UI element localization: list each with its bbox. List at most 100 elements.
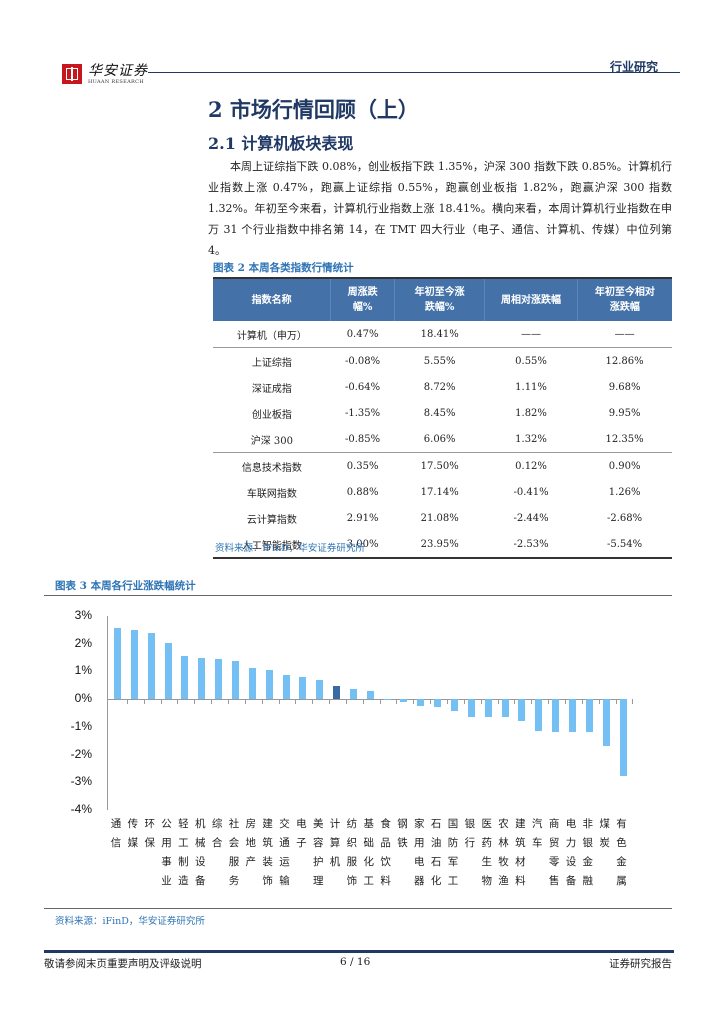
page-number: 6 / 16 bbox=[340, 956, 371, 968]
value-cell: -2.68% bbox=[607, 512, 643, 524]
body-paragraph: 本周上证综指下跌 0.08%，创业板指下跌 1.35%，沪深 300 指数下跌 … bbox=[208, 160, 672, 257]
logo-subtext: HUAAN RESEARCH bbox=[88, 79, 144, 85]
x-tick bbox=[227, 699, 229, 705]
page-header: 华安证券 HUAAN RESEARCH 行业研究 bbox=[44, 58, 680, 92]
x-category-label: 商贸零售 bbox=[548, 818, 560, 887]
x-tick bbox=[362, 699, 364, 705]
x-category-label: 纺织服饰 bbox=[346, 818, 358, 887]
x-category-label: 非银金融 bbox=[582, 818, 594, 887]
bar-传媒 bbox=[130, 629, 138, 700]
x-category-label: 公用事业 bbox=[161, 818, 172, 887]
x-tick bbox=[463, 699, 465, 705]
x-category-label: 轻工制造 bbox=[178, 818, 189, 887]
x-tick bbox=[295, 699, 297, 705]
index-name-cell: 计算机（申万） bbox=[213, 321, 331, 348]
index-name-cell: 车联网指数 bbox=[246, 488, 297, 500]
y-tick-label: -4% bbox=[70, 801, 92, 816]
index-name-cell: 上证综指 bbox=[251, 357, 292, 369]
bar-钢铁 bbox=[400, 699, 408, 702]
value-cell: 0.55% bbox=[515, 355, 547, 367]
x-tick bbox=[413, 699, 415, 705]
x-category-label: 钢铁 bbox=[397, 818, 408, 849]
x-category-label: 有色金属 bbox=[616, 818, 627, 887]
x-category-label: 电力设备 bbox=[565, 818, 577, 887]
value-cell: -1.35% bbox=[345, 407, 381, 419]
bar-房地产 bbox=[248, 667, 256, 700]
x-category-label: 环保 bbox=[144, 818, 155, 849]
bar-社会服务 bbox=[231, 660, 239, 700]
x-category-label: 医药生物 bbox=[481, 818, 492, 887]
x-category-label: 电子 bbox=[296, 818, 307, 849]
x-tick bbox=[632, 699, 634, 705]
y-tick-label: 0% bbox=[74, 691, 92, 706]
bar-医药生物 bbox=[484, 699, 492, 718]
y-tick-label: -1% bbox=[70, 718, 92, 733]
bar-轻工制造 bbox=[181, 655, 189, 700]
x-tick bbox=[531, 699, 533, 705]
table-row: 云计算指数 2.91% 21.08% -2.44% -2.68% bbox=[213, 505, 672, 531]
x-category-label: 家用电器 bbox=[414, 818, 425, 887]
value-cell: 6.06% bbox=[394, 426, 485, 453]
y-tick-label: -2% bbox=[70, 746, 92, 761]
x-tick bbox=[564, 699, 566, 705]
table-header-cell: 周涨跌 幅% bbox=[330, 278, 395, 321]
x-tick bbox=[160, 699, 162, 705]
value-cell: —— bbox=[577, 321, 672, 348]
value-cell: 0.88% bbox=[346, 486, 379, 498]
value-cell: -0.41% bbox=[513, 486, 549, 498]
table-row: 创业板指 -1.35% 8.45% 1.82% 9.95% bbox=[213, 400, 672, 426]
x-tick bbox=[480, 699, 482, 705]
index-table: 指数名称 周涨跌 幅% 年初至今涨 跌幅% 周相对涨跌幅 年初至今相对 涨跌幅 计算机（申万）… bbox=[213, 277, 672, 559]
value-cell: 8.72% bbox=[423, 381, 456, 393]
bar-综合 bbox=[215, 659, 223, 700]
footer-report-type: 证券研究报告 bbox=[609, 958, 672, 970]
index-name-cell: 深证成指 bbox=[251, 383, 292, 395]
value-cell: 5.55% bbox=[423, 355, 456, 367]
bar-基础化工 bbox=[366, 691, 374, 700]
x-axis bbox=[107, 699, 627, 701]
value-cell: -0.08% bbox=[345, 355, 381, 367]
value-cell: 18.41% bbox=[394, 321, 485, 348]
value-cell: 1.26% bbox=[608, 486, 641, 498]
bar-农林牧渔 bbox=[501, 699, 509, 718]
figure-top-divider bbox=[44, 595, 672, 596]
table-header-cell: 年初至今涨 跌幅% bbox=[394, 278, 486, 321]
figure-caption: 图表 3 本周各行业涨跌幅统计 bbox=[55, 580, 196, 592]
subsection-title: 2.1 计算机板块表现 bbox=[208, 134, 354, 153]
x-tick bbox=[177, 699, 179, 705]
value-cell: 3.00% bbox=[330, 531, 395, 559]
table-header-cell: 指数名称 bbox=[213, 278, 332, 321]
value-cell: 17.14% bbox=[420, 486, 459, 498]
x-tick bbox=[194, 699, 196, 705]
logo-text: 华安证券 bbox=[88, 63, 148, 79]
bar-家用电器 bbox=[417, 699, 425, 707]
value-cell: 23.95% bbox=[394, 531, 485, 559]
value-cell: -2.53% bbox=[484, 531, 578, 559]
value-cell: -5.54% bbox=[577, 531, 672, 559]
header-divider bbox=[148, 72, 680, 73]
x-category-label: 基础化工 bbox=[363, 818, 375, 887]
value-cell: -0.85% bbox=[330, 426, 395, 453]
bar-通信 bbox=[114, 627, 121, 700]
index-name-cell: 创业板指 bbox=[251, 409, 292, 421]
figure-bottom-divider bbox=[44, 908, 672, 909]
value-cell: 2.91% bbox=[346, 512, 379, 524]
section-tag: 行业研究 bbox=[609, 60, 658, 74]
x-category-label: 综合 bbox=[211, 818, 223, 849]
bar-环保 bbox=[147, 633, 155, 700]
table-row: 人工智能指数 3.00% 23.95% -2.53% -5.54% bbox=[213, 531, 672, 559]
x-category-label: 银行 bbox=[464, 818, 476, 849]
x-category-label: 建筑材料 bbox=[515, 818, 526, 887]
bar-银行 bbox=[467, 699, 475, 718]
bar-纺织服饰 bbox=[349, 688, 357, 700]
x-tick bbox=[345, 699, 347, 705]
huaan-logo-icon bbox=[62, 64, 82, 84]
industry-bar-chart: 3% 2% 1% 0% -1% -2% -3% -4% 通信传媒环保公用事业轻工制造机械设备综合… bbox=[58, 605, 658, 895]
x-category-label: 计算机 bbox=[329, 818, 341, 868]
value-cell: —— bbox=[484, 321, 578, 348]
x-category-label: 房地产 bbox=[245, 818, 257, 868]
x-tick bbox=[126, 699, 128, 705]
x-category-label: 国防军工 bbox=[447, 818, 459, 887]
value-cell: 1.82% bbox=[515, 407, 547, 419]
bar-机械设备 bbox=[198, 658, 206, 700]
